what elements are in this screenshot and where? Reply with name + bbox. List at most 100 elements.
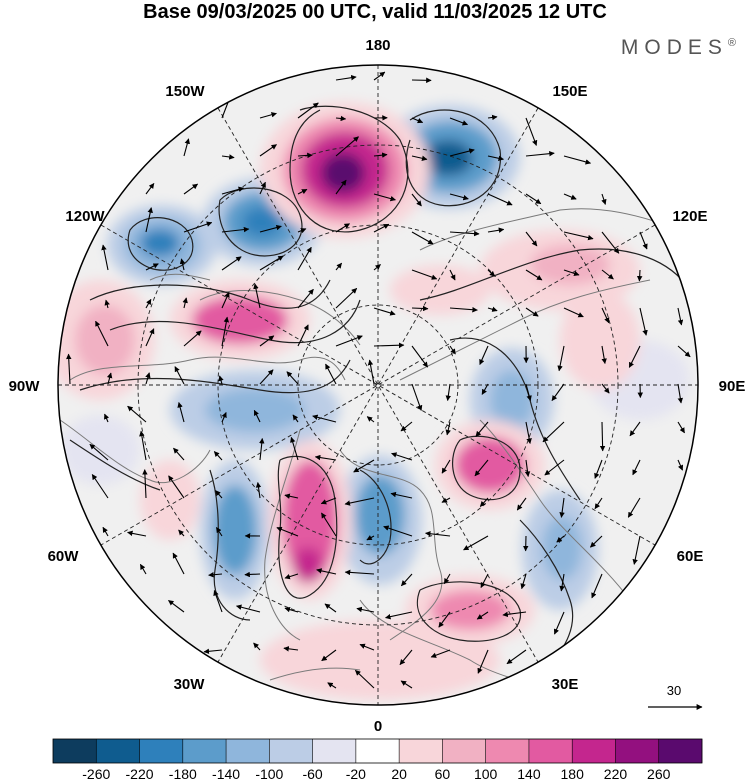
wind-vector <box>183 183 199 195</box>
lon-label-90w: 90W <box>9 378 41 395</box>
wind-vector <box>297 188 308 195</box>
wind-vector <box>208 572 223 578</box>
wind-vector <box>449 117 469 126</box>
wind-vector <box>559 573 565 592</box>
anomaly-negative <box>355 475 405 555</box>
wind-vector <box>677 459 684 471</box>
wind-vector <box>563 193 577 200</box>
wind-vector <box>411 193 422 207</box>
wind-vector <box>335 335 363 347</box>
lon-label-150e: 150E <box>552 83 587 100</box>
wind-vector <box>172 552 185 575</box>
brand-logo: MODES® <box>621 36 736 60</box>
wind-vector <box>359 643 375 651</box>
anomaly-positive <box>530 245 610 285</box>
wind-vector <box>449 345 456 355</box>
wind-vector <box>628 345 641 368</box>
wind-vector <box>601 345 607 365</box>
wind-vector <box>297 228 307 234</box>
anomaly-positive <box>192 296 288 344</box>
wind-vector <box>259 255 284 271</box>
colorbar-tick-label: -180 <box>169 766 197 782</box>
wind-vector <box>367 359 375 385</box>
wind-vector <box>145 207 153 233</box>
anomaly-positive <box>390 265 490 315</box>
colorbar-swatch <box>312 739 357 763</box>
wind-vector <box>321 512 337 537</box>
wind-vector <box>104 299 110 309</box>
wind-vector <box>525 307 539 317</box>
wind-vector <box>677 421 685 434</box>
colorbar-tick-label: 260 <box>647 766 671 782</box>
wind-vector <box>297 324 309 347</box>
brand-name: MODES <box>620 36 728 59</box>
wind-vector <box>383 525 413 537</box>
colorbar-tick-label: -140 <box>212 766 240 782</box>
wind-vector <box>591 573 603 599</box>
wind-vector <box>677 307 684 326</box>
wind-vector <box>400 680 413 689</box>
wind-vector <box>101 244 109 271</box>
wind-vector <box>215 490 223 499</box>
colorbar-tick-label: 220 <box>604 766 628 782</box>
wind-vector <box>411 305 429 312</box>
wind-vector <box>174 366 185 385</box>
wind-vector <box>259 224 282 233</box>
colorbar-swatch <box>485 739 530 763</box>
wind-vector <box>553 611 565 635</box>
lon-label-0: 0 <box>374 718 382 735</box>
brand-mark: ® <box>727 37 736 49</box>
wind-vector <box>183 330 202 347</box>
wind-vector <box>373 193 396 202</box>
lon-label-120w: 120W <box>65 208 105 225</box>
wind-vector <box>449 269 456 281</box>
lon-label-30e: 30E <box>552 676 579 693</box>
wind-vector <box>259 144 277 157</box>
colorbar-tick-label: 100 <box>474 766 498 782</box>
wind-vector <box>525 231 538 247</box>
wind-vector <box>106 372 113 385</box>
anomaly-negative <box>542 516 582 580</box>
wind-vector <box>438 611 451 628</box>
wind-vector <box>221 226 250 233</box>
wind-vector <box>297 246 312 271</box>
wind-vector <box>366 535 375 541</box>
wind-vector <box>594 497 603 510</box>
colorbar-tick-label: -100 <box>255 766 283 782</box>
wind-vector <box>627 497 641 518</box>
wind-vector <box>449 148 475 157</box>
colorbar-tick-label: -260 <box>82 766 110 782</box>
wind-vector <box>221 256 242 271</box>
wind-vector <box>373 307 396 316</box>
wind-vector <box>480 573 489 588</box>
map-title: Base 09/03/2025 00 UTC, valid 11/03/2025… <box>143 1 607 23</box>
wind-vector <box>373 223 390 233</box>
wind-vector <box>524 459 531 477</box>
wind-vector <box>145 182 155 195</box>
wind-vector <box>314 454 337 461</box>
wind-vector <box>551 383 565 402</box>
wind-vector <box>391 452 413 461</box>
wind-vector <box>221 154 235 160</box>
wind-vector <box>215 527 223 537</box>
anomaly-positive <box>560 290 640 390</box>
wind-vector <box>425 531 451 537</box>
wind-vector <box>430 649 451 658</box>
wind-vector <box>463 535 489 551</box>
graticule <box>58 65 698 705</box>
wind-vector <box>601 383 610 394</box>
wind-vector <box>145 328 155 347</box>
wind-vector <box>353 459 375 473</box>
wind-vector <box>594 459 603 479</box>
wind-vector <box>373 71 386 81</box>
colorbar-tick-label: -220 <box>126 766 154 782</box>
wind-vector <box>173 447 185 461</box>
wind-vector <box>487 227 505 233</box>
wind-vector <box>563 269 580 277</box>
wind-vector <box>441 459 451 474</box>
wind-vector <box>632 535 641 565</box>
wind-vector <box>373 342 405 348</box>
colorbar-tick-label: -60 <box>302 766 322 782</box>
wind-vector <box>259 181 266 195</box>
colorbar-tick-label: -20 <box>346 766 366 782</box>
